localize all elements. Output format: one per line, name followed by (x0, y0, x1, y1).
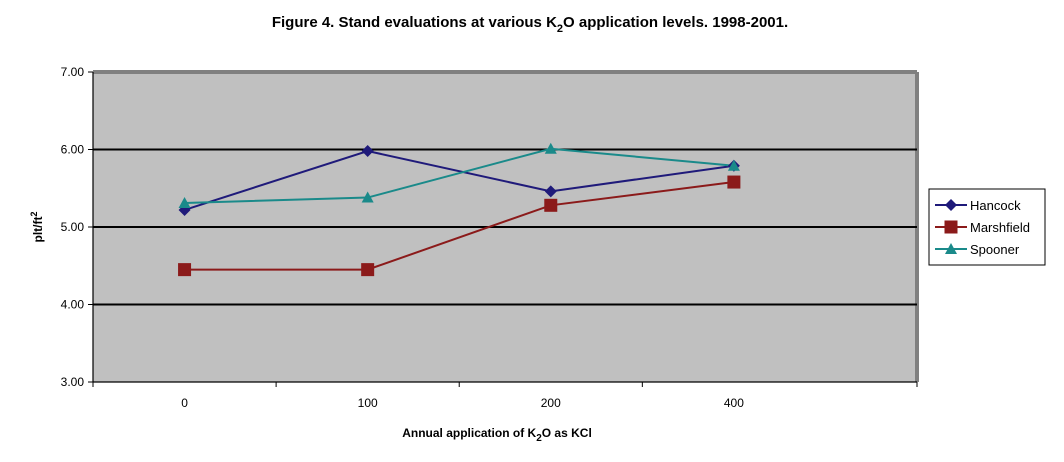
data-point-marshfield (361, 263, 375, 277)
y-axis-ticks: 3.00 4.00 5.00 6.00 7.00 (61, 65, 93, 389)
data-point-marshfield (727, 175, 741, 189)
y-axis-title-pre: plt/ft (31, 217, 45, 243)
y-axis-title-sup: 2 (29, 211, 39, 216)
x-tick-label: 400 (724, 396, 744, 410)
y-axis-title: plt/ft2 (29, 211, 45, 242)
data-point-hancock (361, 145, 374, 158)
y-tick-label: 3.00 (61, 375, 85, 389)
series-line-marshfield (184, 181, 735, 271)
data-point-marshfield (178, 263, 192, 277)
chart-title-pre: Figure 4. Stand evaluations at various K (272, 14, 557, 31)
x-axis-title: Annual application of K2O as KCl (402, 426, 592, 444)
series-layer (178, 142, 741, 277)
legend-marker (944, 220, 958, 234)
x-axis-title-post: O as KCl (542, 426, 592, 440)
data-point-marshfield (544, 198, 558, 212)
data-point-hancock (544, 185, 557, 198)
data-point-spooner (727, 159, 740, 171)
x-tick-label: 200 (541, 396, 561, 410)
data-point-spooner (178, 196, 191, 208)
chart-title-sub: 2 (557, 23, 563, 35)
x-tick-label: 0 (181, 396, 188, 410)
gridlines (93, 148, 917, 306)
y-tick-label: 5.00 (61, 220, 85, 234)
x-axis-title-pre: Annual application of K (402, 426, 536, 440)
legend: Hancock Marshfield Spooner (935, 198, 1030, 257)
chart-title-post: O application levels. 1998-2001. (563, 14, 788, 31)
x-axis-ticks: 0 100 200 400 (92, 382, 918, 410)
y-tick-label: 7.00 (61, 65, 85, 79)
y-tick-label: 6.00 (61, 143, 85, 157)
legend-label: Hancock (970, 198, 1021, 213)
data-point-spooner (361, 191, 374, 203)
x-tick-label: 100 (358, 396, 378, 410)
data-point-spooner (544, 142, 557, 154)
series-line-hancock (184, 150, 735, 211)
legend-label: Marshfield (970, 220, 1030, 235)
chart-title: Figure 4. Stand evaluations at various K… (272, 14, 788, 35)
series-line-spooner (184, 147, 734, 204)
legend-label: Spooner (970, 242, 1020, 257)
legend-marker (945, 199, 957, 211)
x-axis-title-sub: 2 (536, 433, 542, 444)
legend-marker (945, 243, 957, 254)
y-tick-label: 4.00 (61, 298, 85, 312)
